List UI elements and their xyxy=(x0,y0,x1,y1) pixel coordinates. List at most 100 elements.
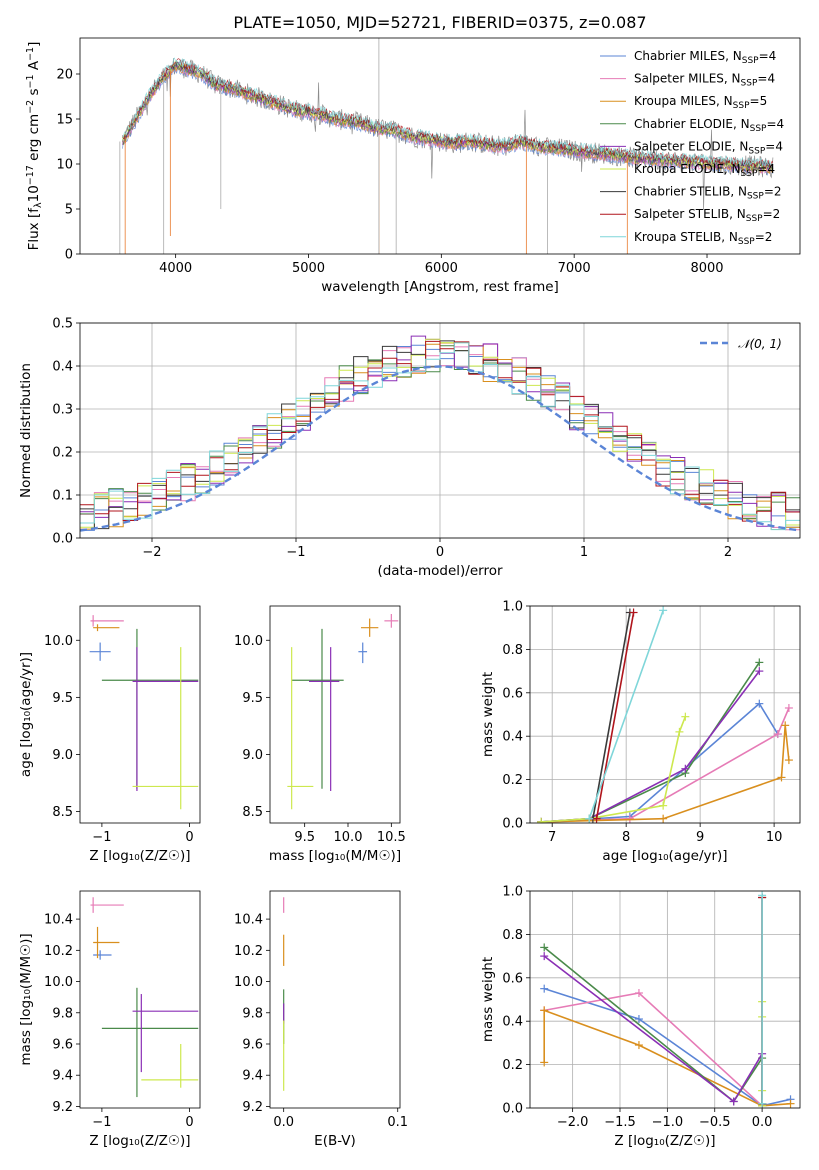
weight-vs-age-marker-3-3 xyxy=(755,658,764,667)
weight-vs-age-plot-area xyxy=(537,606,793,823)
figure-title: PLATE=1050, MJD=52721, FIBERID=0375, z=0… xyxy=(233,13,646,32)
spectrum-xlabel: wavelength [Angstrom, rest frame] xyxy=(321,279,559,295)
age-vs-mass-ytick-label: 9.0 xyxy=(242,748,263,763)
weight-vs-age-series-0 xyxy=(541,702,779,823)
weight-vs-age-xtick-label: 9 xyxy=(696,830,704,845)
weight-vs-age-series-7 xyxy=(595,612,635,819)
residuals-frame xyxy=(79,322,801,539)
weight-vs-age-ytick-label: 0.6 xyxy=(502,686,523,701)
weight-vs-Z-ytick-label: 0.0 xyxy=(502,1102,523,1117)
mass-vs-Z-ytick-label: 9.8 xyxy=(52,1006,73,1021)
mass-vs-Z-xlabel: Z [log₁₀(Z/Z☉)] xyxy=(89,1133,190,1149)
mass-vs-Z-plot-area xyxy=(90,897,199,1098)
mass-vs-EBV-ytick-label: 10.2 xyxy=(234,944,263,959)
age-vs-Z-point-4 xyxy=(132,647,199,792)
residuals-ytick-label: 0.1 xyxy=(52,489,73,504)
mass-vs-Z-point-0 xyxy=(93,950,112,960)
weight-vs-Z-ytick-label: 0.6 xyxy=(502,971,523,986)
age-vs-mass-ytick-label: 10.0 xyxy=(234,634,263,649)
weight-vs-age-marker-1-1 xyxy=(625,814,634,823)
legend-label-0: Chabrier MILES, NSSP=4 xyxy=(634,49,776,66)
weight-vs-age-marker-5-0 xyxy=(537,817,546,823)
mass-vs-EBV-ytick-label: 9.6 xyxy=(242,1037,263,1052)
mass-vs-Z-ytick-label: 9.4 xyxy=(52,1069,73,1084)
age-vs-Z-point-3 xyxy=(101,628,199,789)
residuals-xtick-label: 2 xyxy=(724,545,732,560)
age-vs-mass-point-5 xyxy=(287,647,314,810)
weight-vs-age-marker-5-3 xyxy=(675,727,684,736)
weight-vs-age-ytick-label: 0.8 xyxy=(502,643,523,658)
age-vs-Z-point-1 xyxy=(90,615,124,627)
weight-vs-Z-marker-0-0 xyxy=(540,984,549,993)
age-vs-mass-ytick-label: 8.5 xyxy=(242,805,263,820)
model-spectrum-4 xyxy=(122,61,774,171)
weight-vs-age-marker-2-4 xyxy=(784,756,793,765)
age-vs-Z-point-2 xyxy=(93,624,120,632)
weight-vs-Z-series-3 xyxy=(543,946,763,1104)
weight-vs-Z-xtick-label: −0.5 xyxy=(699,1115,731,1130)
residuals-xlabel: (data-model)/error xyxy=(377,563,503,579)
residuals-ytick-label: 0.4 xyxy=(52,360,73,375)
residuals-axes: −2 −1 0 1 2 0.0 0.1 0.2 0.3 0.4 0.5 (data-model)/er… xyxy=(18,317,800,579)
weight-vs-age-ylabel: mass weight xyxy=(480,672,496,757)
weight-vs-age-xlabel: age [log₁₀(age/yr)] xyxy=(602,848,727,864)
spectrum-frame xyxy=(79,37,801,255)
weight-vs-Z-plot-area xyxy=(540,891,795,1108)
age-vs-Z-point-0 xyxy=(89,642,111,661)
age-vs-Z-ytick-label: 10.0 xyxy=(44,634,73,649)
weight-vs-Z-marker-4-0 xyxy=(540,952,549,961)
mass-vs-Z-axes: −1 0 9.2 9.4 9.6 9.8 10.0 10.2 10.4 Z [log₁₀(Z/Z☉… xyxy=(18,913,194,1149)
residuals-xtick-label: 0 xyxy=(436,545,444,560)
residuals-plot-area xyxy=(80,335,800,532)
weight-vs-Z-marker-2-2 xyxy=(634,1041,643,1050)
weight-vs-age-marker-8-0 xyxy=(585,814,594,823)
weight-vs-Z-marker-3-0 xyxy=(540,943,549,952)
spectrum-xtick-label: 5000 xyxy=(292,261,325,276)
mass-vs-Z-xtick-label: −1 xyxy=(92,1115,111,1130)
weight-vs-Z-frame xyxy=(529,890,801,1109)
legend-label-4: Salpeter ELODIE, NSSP=4 xyxy=(634,139,783,156)
weight-vs-Z-xlabel: Z [log₁₀(Z/Z☉)] xyxy=(614,1133,715,1149)
weight-vs-Z-marker-0-1 xyxy=(634,1015,643,1024)
residuals-xtick-label: −1 xyxy=(286,545,305,560)
weight-vs-age-marker-0-2 xyxy=(755,699,764,708)
age-vs-mass-point-1 xyxy=(384,613,399,628)
age-vs-mass-xtick-label: 10.0 xyxy=(334,830,363,845)
legend-label-2: Kroupa MILES, NSSP=5 xyxy=(634,94,767,111)
spectrum-xtick-label: 7000 xyxy=(558,261,591,276)
spectrum-ytick-label: 0 xyxy=(65,248,73,263)
weight-vs-age-xtick-label: 7 xyxy=(548,830,556,845)
legend-normal-label: 𝒩(0, 1) xyxy=(738,337,782,351)
weight-vs-Z-marker-4-1 xyxy=(729,1097,738,1106)
age-vs-mass-point-2 xyxy=(361,618,379,637)
mass-vs-Z-ytick-label: 9.6 xyxy=(52,1037,73,1052)
weight-vs-age-marker-2-3 xyxy=(781,721,790,730)
weight-vs-age-marker-1-2 xyxy=(773,730,782,739)
residuals-ytick-label: 0.0 xyxy=(52,532,73,547)
age-vs-mass-axes: 9.5 10.0 10.5 8.5 9.0 9.5 10.0 mass [log₁₀(M/M☉… xyxy=(234,634,406,864)
age-vs-Z-frame xyxy=(79,605,201,824)
residuals-ylabel: Normed distribution xyxy=(18,363,34,498)
age-vs-Z-ytick-label: 9.0 xyxy=(52,748,73,763)
legend-label-3: Chabrier ELODIE, NSSP=4 xyxy=(634,117,784,134)
spectrum-legend: Chabrier MILES, NSSP=4 Salpeter MILES, NS… xyxy=(600,49,784,247)
mass-vs-Z-frame xyxy=(79,890,201,1109)
spectrum-plot-area xyxy=(119,38,774,254)
mass-vs-Z-point-1 xyxy=(90,897,124,913)
age-vs-Z-plot-area xyxy=(89,615,199,810)
age-vs-mass-point-3 xyxy=(291,628,344,789)
weight-vs-Z-ytick-label: 0.8 xyxy=(502,928,523,943)
age-vs-mass-plot-area xyxy=(287,613,399,810)
mass-vs-EBV-ytick-label: 9.4 xyxy=(242,1069,263,1084)
weight-vs-age-series-1 xyxy=(541,707,790,823)
weight-vs-Z-xtick-label: −1.5 xyxy=(604,1115,636,1130)
mass-vs-EBV-axes: 0.0 0.1 9.2 9.4 9.6 9.8 10.0 10.2 10.4 E(B-V) xyxy=(234,913,408,1149)
residuals-ytick-label: 0.3 xyxy=(52,403,73,418)
mass-vs-Z-ytick-label: 9.2 xyxy=(52,1100,73,1115)
spectrum-ytick-label: 15 xyxy=(56,113,73,128)
mass-vs-EBV-xtick-label: 0.0 xyxy=(273,1115,294,1130)
age-vs-Z-xlabel: Z [log₁₀(Z/Z☉)] xyxy=(89,848,190,864)
weight-vs-Z-marker-2-4 xyxy=(786,1099,795,1108)
spectrum-ytick-label: 5 xyxy=(65,203,73,218)
weight-vs-age-series-8 xyxy=(588,610,664,819)
